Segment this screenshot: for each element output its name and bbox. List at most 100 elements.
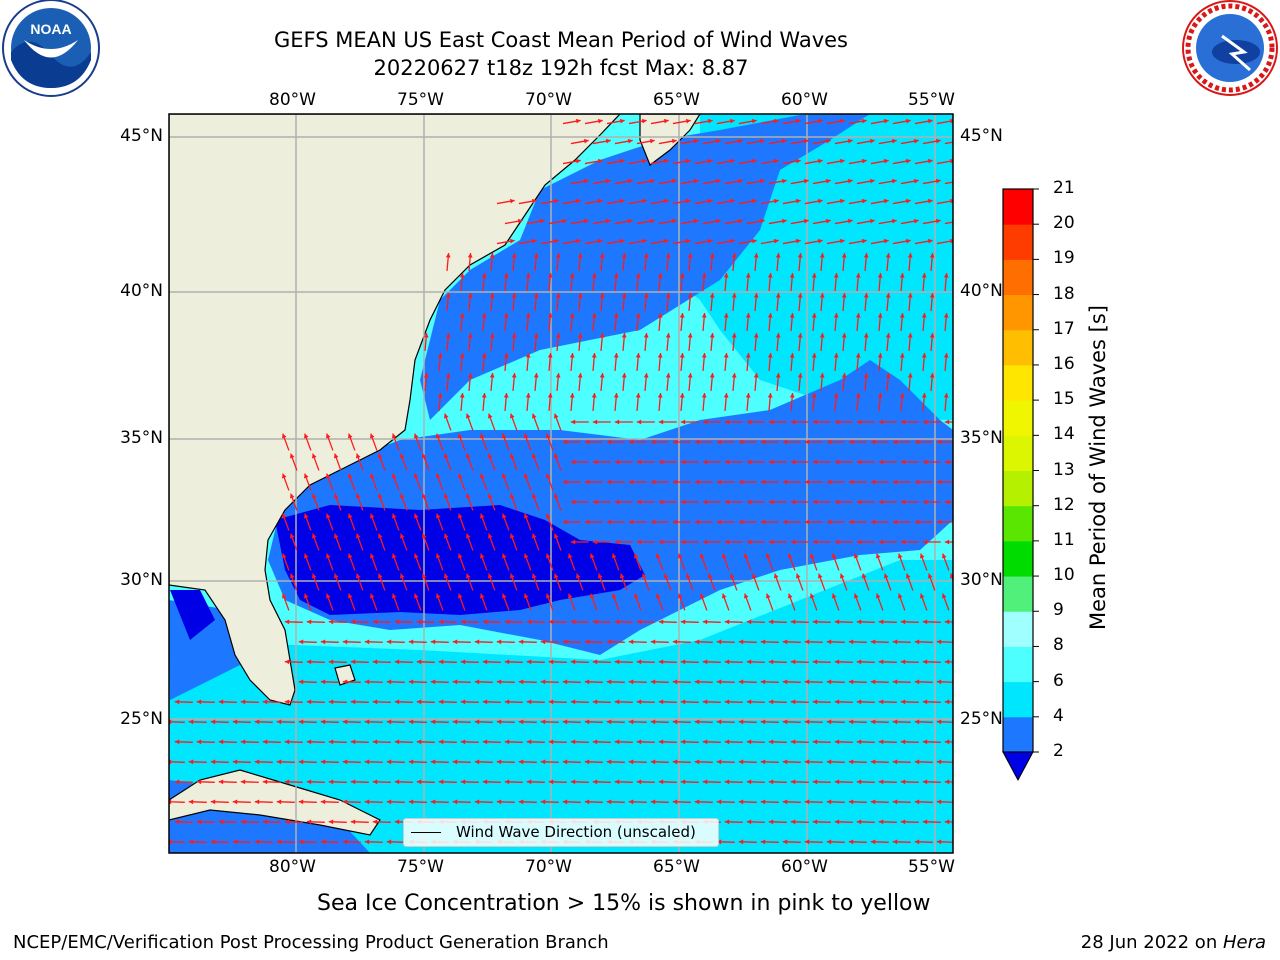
wave-arrow-head <box>325 513 331 519</box>
wave-arrow-head <box>949 118 953 124</box>
wave-arrow-head <box>658 459 664 465</box>
wave-arrow-head <box>694 639 700 645</box>
wave-arrow-head <box>465 453 471 459</box>
wave-arrow-head <box>489 293 495 298</box>
wave-arrow-head <box>421 533 427 539</box>
wave-arrow-head <box>584 679 590 685</box>
wave-arrow-head <box>900 499 906 505</box>
wave-arrow-head <box>460 659 466 665</box>
wave-arrow-head <box>746 619 752 625</box>
wave-arrow-head <box>526 779 532 785</box>
map-title: GEFS MEAN US East Coast Mean Period of W… <box>274 28 848 52</box>
wave-arrow-head <box>584 519 590 525</box>
wave-arrow-head <box>570 619 576 625</box>
wave-arrow-head <box>767 353 773 358</box>
colorbar-tick-label: 20 <box>1053 213 1075 234</box>
wave-arrow-head <box>841 333 847 338</box>
wave-arrow-head <box>878 619 884 625</box>
wave-arrow-head <box>707 573 713 579</box>
wave-arrow-head <box>614 419 620 425</box>
wave-arrow-head <box>539 218 545 224</box>
wave-arrow-head <box>613 313 619 318</box>
wave-arrow-head <box>841 293 847 298</box>
wave-arrow-head <box>350 819 356 825</box>
wave-arrow-head <box>540 759 546 765</box>
wave-arrow-head <box>408 639 414 645</box>
wave-arrow-head <box>262 739 268 745</box>
wave-arrow-head <box>944 619 950 625</box>
wave-arrow-head <box>861 158 867 164</box>
wave-arrow-head <box>922 779 928 785</box>
wave-arrow-head <box>760 719 766 725</box>
wave-arrow-head <box>467 253 473 258</box>
wave-arrow-head <box>870 679 876 685</box>
wave-arrow-head <box>399 573 405 579</box>
wave-arrow-head <box>575 198 581 204</box>
wave-arrow-head <box>870 519 876 525</box>
wave-arrow-head <box>421 493 427 499</box>
wave-arrow-head <box>877 273 883 278</box>
wave-arrow-head <box>306 699 312 705</box>
wave-arrow-head <box>949 158 953 164</box>
wave-arrow-head <box>518 639 524 645</box>
wave-arrow-head <box>553 198 559 204</box>
wave-arrow-head <box>562 679 568 685</box>
wave-arrow-head <box>526 739 532 745</box>
wave-arrow-head <box>760 479 766 485</box>
wave-arrow-head <box>276 759 282 765</box>
wave-arrow-head <box>878 419 884 425</box>
wave-arrow-head <box>892 839 898 845</box>
wave-arrow-head <box>320 679 326 685</box>
wave-arrow-head <box>819 293 825 298</box>
wave-arrow-head <box>870 839 876 845</box>
wave-arrow-head <box>481 273 487 278</box>
wave-arrow-head <box>767 393 773 398</box>
wave-arrow-head <box>724 699 730 705</box>
wave-arrow-head <box>892 519 898 525</box>
lon-tick-bottom: 75°W <box>397 857 444 877</box>
wave-arrow-head <box>611 553 617 559</box>
wave-arrow-head <box>377 493 383 499</box>
wave-arrow-head <box>342 719 348 725</box>
wave-arrow-head <box>738 639 744 645</box>
wave-arrow-head <box>790 659 796 665</box>
wave-arrow-head <box>606 479 612 485</box>
wave-arrow-head <box>531 493 537 499</box>
wave-arrow-head <box>789 393 795 398</box>
wave-arrow-head <box>487 453 493 459</box>
wave-arrow-head <box>685 198 691 204</box>
wave-arrow-head <box>562 519 568 525</box>
wave-arrow-head <box>561 218 567 224</box>
wave-arrow-head <box>878 499 884 505</box>
wave-arrow-head <box>797 333 803 338</box>
wave-arrow-head <box>856 459 862 465</box>
wave-arrow-head <box>503 353 509 358</box>
wave-arrow-head <box>716 479 722 485</box>
wave-arrow-head <box>797 253 803 258</box>
colorbar-segment <box>1003 400 1033 436</box>
wave-arrow-head <box>657 313 663 318</box>
wave-arrow-head <box>790 419 796 425</box>
wave-arrow-head <box>839 573 845 579</box>
wave-arrow-head <box>680 779 686 785</box>
wave-arrow-head <box>944 819 950 825</box>
wave-arrow-head <box>716 639 722 645</box>
wave-arrow-head <box>709 253 715 258</box>
wave-arrow-head <box>905 158 911 164</box>
wave-arrow-head <box>944 419 950 425</box>
wave-arrow-head <box>592 459 598 465</box>
land-nova-scotia <box>639 114 701 166</box>
wave-arrow-head <box>650 479 656 485</box>
wave-arrow-head <box>795 118 801 124</box>
wave-arrow-head <box>627 218 633 224</box>
wave-arrow-head <box>804 799 810 805</box>
wave-arrow-head <box>592 619 598 625</box>
wave-arrow-head <box>408 679 414 685</box>
wave-arrow-head <box>619 158 625 164</box>
wave-arrow-head <box>685 238 691 244</box>
wave-arrow-head <box>636 739 642 745</box>
wave-arrow-head <box>878 699 884 705</box>
wave-arrow-head <box>298 639 304 645</box>
wave-arrow-head <box>511 373 517 378</box>
wave-arrow-head <box>731 373 737 378</box>
